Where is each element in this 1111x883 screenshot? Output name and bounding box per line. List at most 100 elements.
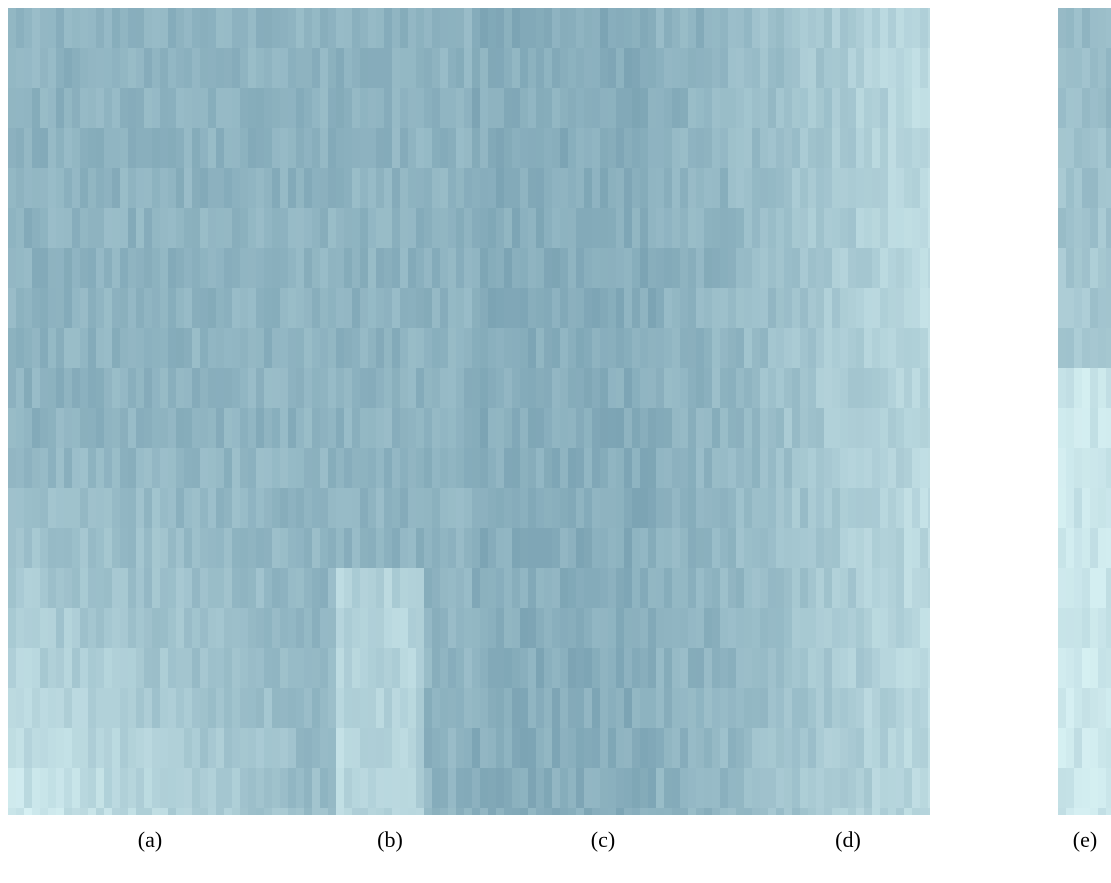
- texture-cell: [920, 248, 928, 288]
- texture-cell: [176, 128, 184, 168]
- texture-cell: [720, 328, 728, 368]
- texture-cell: [840, 808, 848, 815]
- texture-cell: [632, 408, 640, 448]
- texture-cell: [448, 208, 456, 248]
- texture-cell: [1090, 448, 1098, 488]
- texture-cell: [848, 128, 856, 168]
- texture-cell: [176, 528, 184, 568]
- texture-cell: [872, 208, 880, 248]
- texture-cell: [888, 88, 896, 128]
- texture-cell: [496, 688, 504, 728]
- texture-cell: [440, 488, 448, 528]
- texture-cell: [640, 568, 648, 608]
- texture-cell: [1098, 168, 1106, 208]
- texture-cell: [1106, 328, 1111, 368]
- texture-cell: [848, 648, 856, 688]
- texture-cell: [720, 728, 728, 768]
- texture-cell: [360, 648, 368, 688]
- texture-cell: [560, 768, 568, 808]
- texture-cell: [648, 248, 656, 288]
- texture-cell: [160, 688, 168, 728]
- texture-cell: [464, 648, 472, 688]
- texture-cell: [864, 288, 872, 328]
- texture-cell: [144, 568, 152, 608]
- texture-cell: [48, 208, 56, 248]
- texture-cell: [408, 568, 416, 608]
- texture-cell: [40, 528, 48, 568]
- texture-cell: [616, 568, 624, 608]
- texture-cell: [488, 248, 496, 288]
- texture-cell: [320, 528, 328, 568]
- texture-cell: [840, 288, 848, 328]
- texture-cell: [672, 488, 680, 528]
- texture-cell: [144, 288, 152, 328]
- texture-cell: [120, 328, 128, 368]
- texture-cell: [528, 368, 536, 408]
- texture-cell: [896, 568, 904, 608]
- texture-cell: [728, 488, 736, 528]
- texture-cell: [408, 248, 416, 288]
- texture-cell: [512, 88, 520, 128]
- texture-cell: [584, 648, 592, 688]
- texture-cell: [728, 48, 736, 88]
- texture-cell: [512, 488, 520, 528]
- texture-cell: [744, 568, 752, 608]
- texture-cell: [40, 568, 48, 608]
- texture-cell: [464, 688, 472, 728]
- texture-cell: [328, 208, 336, 248]
- texture-cell: [368, 608, 376, 648]
- texture-cell: [544, 728, 552, 768]
- texture-cell: [360, 528, 368, 568]
- texture-cell: [680, 528, 688, 568]
- texture-cell: [160, 328, 168, 368]
- texture-cell: [760, 768, 768, 808]
- texture-cell: [840, 48, 848, 88]
- texture-cell: [1090, 168, 1098, 208]
- texture-cell: [928, 408, 930, 448]
- texture-cell: [800, 48, 808, 88]
- texture-cell: [736, 368, 744, 408]
- texture-cell: [296, 448, 304, 488]
- texture-cell: [624, 408, 632, 448]
- texture-cell: [624, 728, 632, 768]
- texture-cell: [528, 648, 536, 688]
- texture-cell: [1066, 328, 1074, 368]
- texture-cell: [776, 528, 784, 568]
- texture-cell: [688, 608, 696, 648]
- texture-cell: [1090, 128, 1098, 168]
- texture-cell: [464, 488, 472, 528]
- texture-cell: [880, 568, 888, 608]
- texture-cell: [200, 368, 208, 408]
- texture-cell: [72, 528, 80, 568]
- texture-cell: [288, 208, 296, 248]
- texture-cell: [136, 368, 144, 408]
- texture-cell: [768, 488, 776, 528]
- texture-cell: [352, 8, 360, 48]
- texture-cell: [616, 608, 624, 648]
- texture-cell: [848, 88, 856, 128]
- texture-cell: [680, 688, 688, 728]
- texture-cell: [464, 128, 472, 168]
- texture-cell: [336, 128, 344, 168]
- texture-cell: [256, 448, 264, 488]
- texture-cell: [1074, 168, 1082, 208]
- texture-cell: [136, 448, 144, 488]
- texture-cell: [232, 808, 240, 815]
- texture-cell: [464, 8, 472, 48]
- texture-cell: [448, 568, 456, 608]
- texture-cell: [672, 8, 680, 48]
- texture-cell: [496, 48, 504, 88]
- texture-cell: [648, 728, 656, 768]
- texture-cell: [568, 488, 576, 528]
- texture-cell: [360, 608, 368, 648]
- texture-cell: [744, 768, 752, 808]
- texture-cell: [704, 808, 712, 815]
- texture-cell: [760, 168, 768, 208]
- texture-cell: [1098, 488, 1106, 528]
- texture-cell: [448, 448, 456, 488]
- texture-cell: [712, 528, 720, 568]
- texture-cell: [24, 528, 32, 568]
- texture-cell: [432, 48, 440, 88]
- texture-cell: [512, 528, 520, 568]
- texture-cell: [720, 288, 728, 328]
